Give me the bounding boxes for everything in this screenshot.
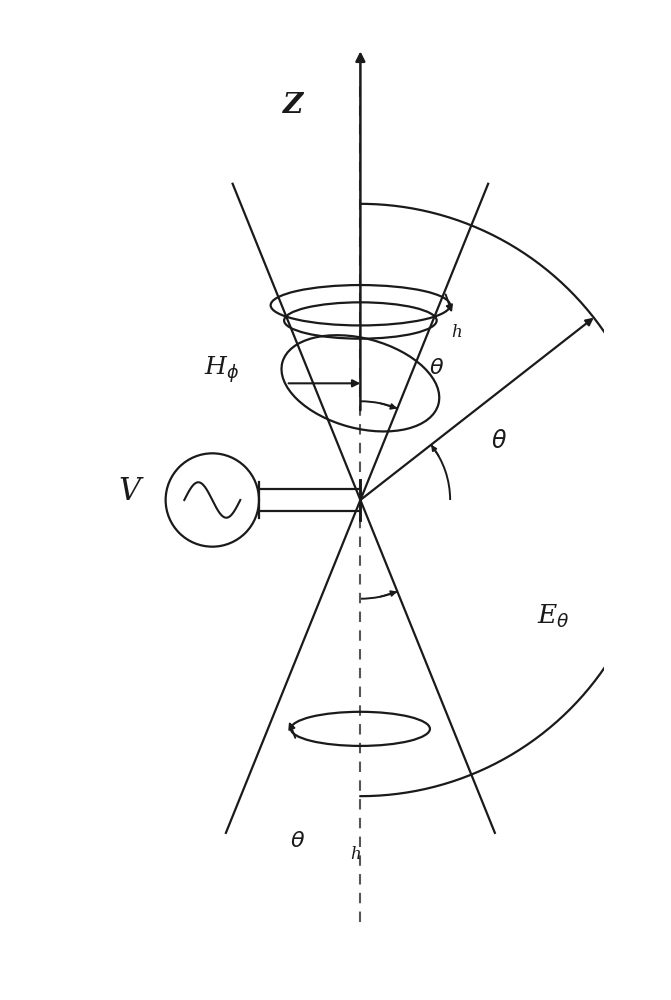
Text: $\theta$: $\theta$ (290, 830, 305, 852)
Text: V: V (119, 476, 141, 507)
Text: H$_\phi$: H$_\phi$ (204, 355, 240, 385)
Text: $\theta$: $\theta$ (491, 430, 507, 453)
Text: $\theta$: $\theta$ (429, 357, 444, 379)
Text: h: h (452, 324, 462, 341)
Text: Z: Z (283, 92, 303, 119)
Text: E$_\theta$: E$_\theta$ (537, 603, 570, 630)
Text: h: h (350, 846, 361, 863)
